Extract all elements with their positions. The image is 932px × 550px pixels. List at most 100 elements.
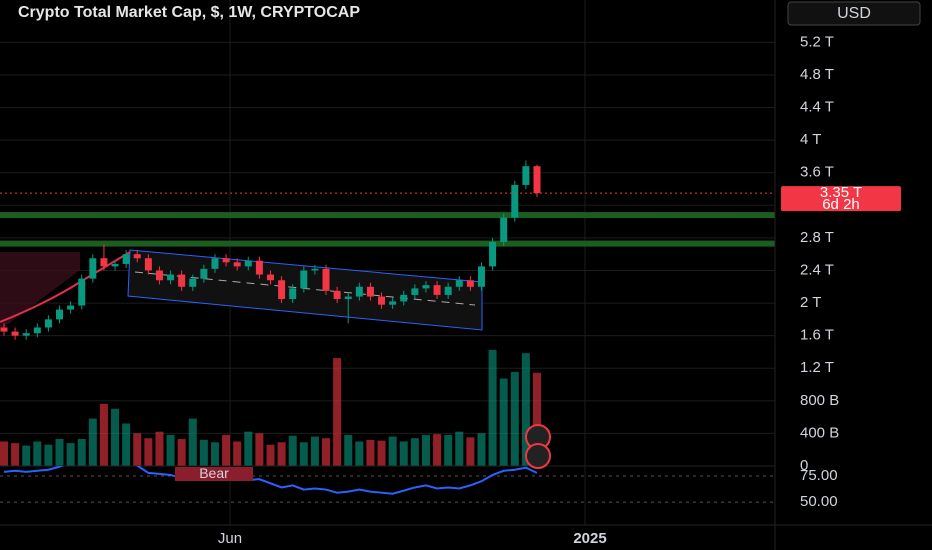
volume-bar [177,439,186,466]
y-tick-label: 4 T [800,131,821,148]
volume-bar [111,408,120,466]
candle-body [533,166,541,194]
volume-bar [244,431,253,466]
candle-body [11,331,19,336]
volume-bar [99,403,108,466]
candle-body [400,294,408,302]
y-tick-label: 3.6 T [800,164,834,181]
volume-bar [166,434,175,466]
candle-body [89,258,97,279]
rsi-tick-label: 50.00 [800,493,838,510]
candle-body [344,296,352,299]
candle-body [78,278,86,306]
volume-bar [88,418,97,466]
rsi-panel: 75.00 50.00 [0,466,838,510]
volume-bar [355,441,364,466]
volume-bar [266,444,275,466]
candle-body [111,263,119,267]
candle-body [389,301,397,305]
candle-body [333,290,341,299]
volume-bar [22,445,31,466]
candle-body [278,280,286,299]
volume-bar [0,441,8,466]
volume-bar [433,434,442,466]
volume [0,349,541,466]
volume-bar [521,353,530,466]
channel-mid [134,271,476,306]
y-tick-label: 2 T [800,294,821,311]
candle-body [455,280,463,287]
y-tick-label: 4.8 T [800,66,834,83]
candle-body [200,268,208,279]
candle-body [433,285,441,295]
candle-body [411,288,419,295]
y-tick-label: 2.4 T [800,261,834,278]
price-label-box [781,186,901,212]
candle-body [22,333,30,336]
volume-bar [66,443,75,466]
candle-body [489,241,497,267]
y-tick-label: 800 B [800,392,839,409]
candle-body [33,327,41,334]
candle-body [211,258,219,269]
candle-body [167,274,175,281]
currency[interactable]: USD [837,5,871,22]
volume-bar [322,438,331,466]
candle-body [178,274,186,287]
candle-body [311,268,319,271]
rsi-line [3,466,538,495]
y-tick-label: 0 [800,457,808,474]
candle-body [67,305,75,310]
volume-bar [310,436,319,466]
rsi-tick-label: 75.00 [800,467,838,484]
bear-label: Bear [199,465,229,481]
volume-bar [133,433,142,466]
levels [0,212,775,247]
candle-body [466,280,474,287]
volume-bar [510,371,519,466]
volume-bar [488,349,497,466]
icon[interactable] [525,443,551,469]
volume-bar [444,434,453,466]
x-tick-label: Jun [218,530,242,547]
volume-bar [477,433,486,466]
volume-bar [144,438,153,466]
level-zone [0,212,775,219]
price-label: 3.35 T [820,184,862,201]
y-tick-label: 1.6 T [800,327,834,344]
volume-bar [421,434,430,466]
y-tick-label: 2.8 T [800,229,834,246]
channel [127,249,483,331]
volume-bar [410,438,419,466]
candle-body [422,285,430,289]
candle-body [300,270,308,289]
candle-body [522,166,530,185]
volume-bar [199,439,208,466]
currency-button[interactable] [787,1,921,26]
volume-bar [233,441,242,466]
volume-bar [499,378,508,466]
candle-body [289,288,297,299]
volume-bar [277,442,286,466]
candle-body [144,258,152,271]
chart-title: Crypto Total Market Cap, $, 1W, CRYPTOCA… [18,4,360,21]
y-tick-label: 5.2 T [800,33,834,50]
volume-bar [222,434,231,466]
candle-body [444,286,452,295]
candles [0,160,541,340]
candle-body [378,296,386,305]
candle-body [56,309,64,320]
candle-body [322,268,330,291]
candle-body [477,266,485,287]
volume-bar [77,439,86,466]
candle-body [133,254,141,259]
x-tick-label: 2025 [573,530,606,547]
candle-body [355,286,363,297]
grid [0,41,775,467]
candle-body [267,274,274,281]
volume-bar [44,444,53,466]
volume-bar [388,436,397,466]
volume-bar [210,442,219,466]
bear-label-box [175,467,253,481]
